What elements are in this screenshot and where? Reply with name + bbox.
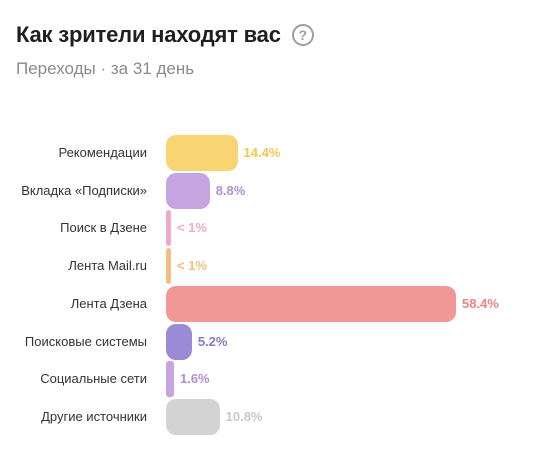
bar-value-label: 58.4% xyxy=(462,295,499,311)
bar-value-label: 8.8% xyxy=(215,182,246,198)
bar-category-label: Рекомендации xyxy=(58,145,147,160)
bar-category-label: Социальные сети xyxy=(40,371,147,387)
bar[interactable] xyxy=(166,323,192,360)
bar[interactable] xyxy=(166,361,174,398)
bar-category-label: Вкладка «Подписки» xyxy=(21,182,147,198)
bar-category-label: Поиск в Дзене xyxy=(60,220,147,236)
title-row: Как зрители находят вас ? xyxy=(16,22,314,48)
header: Как зрители находят вас ? Переходы · за … xyxy=(16,22,314,79)
bar[interactable] xyxy=(166,135,238,171)
page-title: Как зрители находят вас xyxy=(16,22,281,47)
bar-value-label: 1.6% xyxy=(179,371,210,387)
bar-category-label: Другие источники xyxy=(41,408,147,424)
bar[interactable] xyxy=(166,172,210,209)
bar-value-label: 5.2% xyxy=(197,333,228,349)
bar-value-label: < 1% xyxy=(177,258,207,274)
bar[interactable] xyxy=(166,285,456,322)
bar-value-label: 14.4% xyxy=(243,145,281,160)
bar-value-label: < 1% xyxy=(177,220,207,236)
bar[interactable] xyxy=(166,398,220,435)
bar-value-label: 10.8% xyxy=(225,408,263,424)
bar-category-label: Лента Дзена xyxy=(70,295,147,311)
bar[interactable] xyxy=(166,210,171,247)
bar[interactable] xyxy=(166,248,171,285)
help-icon[interactable]: ? xyxy=(291,24,314,46)
page-subtitle: Переходы · за 31 день xyxy=(16,59,195,78)
bar-category-label: Поисковые системы xyxy=(24,333,147,349)
bar-category-label: Лента Mail.ru xyxy=(68,258,147,274)
